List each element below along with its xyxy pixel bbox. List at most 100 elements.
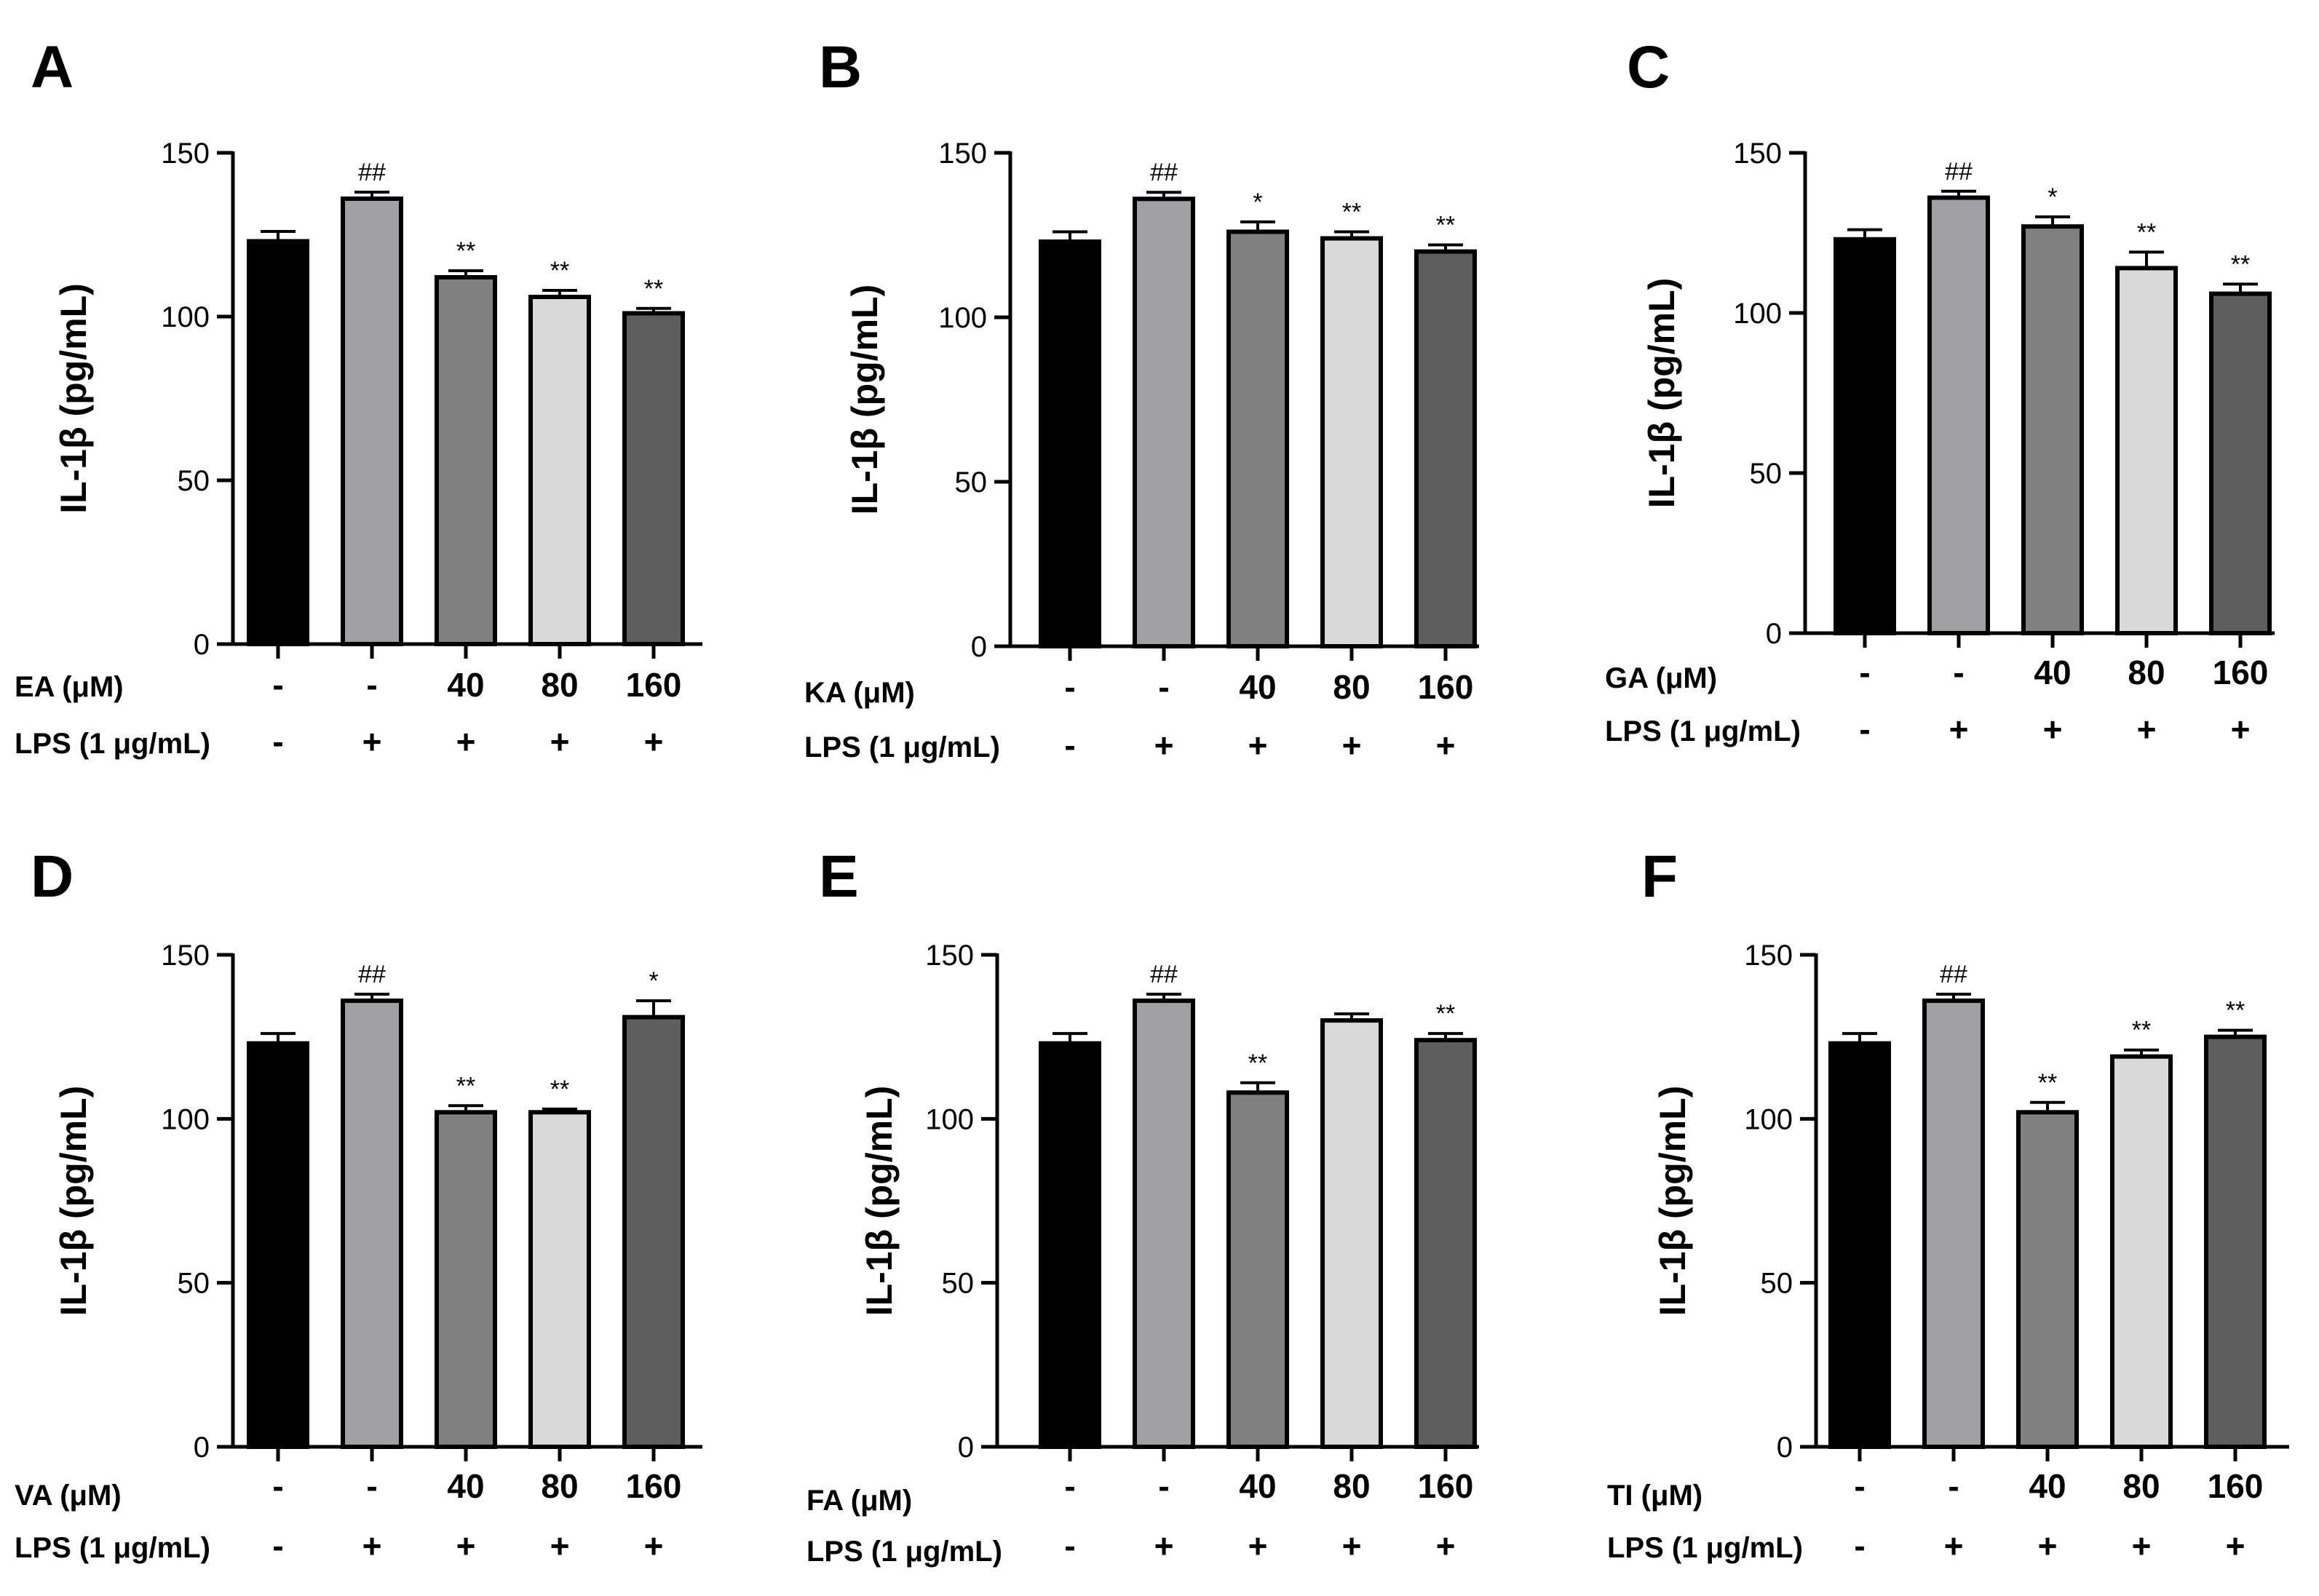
lps-value: - <box>272 723 283 761</box>
treatment-value: - <box>1158 668 1169 706</box>
treatment-value: 40 <box>1239 668 1276 706</box>
treatment-value: - <box>1158 1467 1169 1505</box>
bar <box>2209 291 2272 635</box>
bar <box>1133 999 1195 1450</box>
lps-value: - <box>1854 1527 1865 1565</box>
y-tick-label: 0 <box>971 631 987 663</box>
panel-letter: D <box>31 843 74 910</box>
treatment-value: - <box>1854 1467 1865 1505</box>
bar <box>528 1110 591 1449</box>
significance-marker: ** <box>550 257 569 285</box>
significance-marker: ## <box>1150 159 1178 186</box>
significance-marker: ## <box>1945 158 1973 186</box>
lps-value: + <box>1154 1527 1174 1565</box>
y-tick-label: 50 <box>955 467 988 499</box>
treatment-value: - <box>1948 1467 1959 1505</box>
bar <box>1414 249 1477 649</box>
lps-value: + <box>550 1527 570 1565</box>
y-tick-label: 150 <box>1744 940 1793 972</box>
y-axis-label: IL-1β (pg/mL) <box>844 285 885 515</box>
treatment-value: 160 <box>626 1467 682 1505</box>
bar <box>2204 1034 2267 1449</box>
panel-letter: E <box>819 843 859 910</box>
lps-value: - <box>272 1527 283 1565</box>
bar <box>2115 266 2178 635</box>
y-tick-label: 0 <box>194 629 210 661</box>
panel-d: D IL-1β (pg/mL) 0 50 100 150 - - ## - + ** 40 + ** 80 + *… <box>15 843 702 1565</box>
y-tick-label: 100 <box>161 301 210 333</box>
y-tick-label: 0 <box>958 1432 974 1464</box>
treatment-value: 160 <box>626 666 682 704</box>
y-tick-label: 150 <box>1733 138 1782 170</box>
bar <box>247 239 309 646</box>
y-tick-label: 100 <box>938 302 987 334</box>
lps-value: + <box>1248 1527 1268 1565</box>
y-axis-label: IL-1β (pg/mL) <box>1641 278 1682 509</box>
treatment-value: - <box>1064 668 1075 706</box>
treatment-value: - <box>1953 654 1964 691</box>
lps-value: + <box>1944 1527 1964 1565</box>
significance-marker: ** <box>1248 1049 1267 1077</box>
significance-marker: ** <box>456 237 475 265</box>
bar <box>1039 1041 1101 1450</box>
lps-value: + <box>2226 1527 2245 1565</box>
significance-marker: * <box>649 967 658 995</box>
treatment-value: - <box>1859 654 1870 691</box>
treatment-row-label: KA (μM) <box>804 677 915 709</box>
bar <box>1828 1041 1891 1450</box>
lps-value: + <box>1949 710 1969 748</box>
significance-marker: ** <box>2132 1017 2151 1044</box>
significance-marker: ** <box>2038 1069 2057 1097</box>
significance-marker: ## <box>1150 961 1178 988</box>
bar <box>1133 196 1195 648</box>
bar <box>341 999 403 1450</box>
treatment-value: 80 <box>541 1467 578 1505</box>
lps-value: + <box>1436 726 1456 764</box>
panel-c: C IL-1β (pg/mL) 0 50 100 150 - - ## - + * 40 + ** 80 + **… <box>1605 34 2275 748</box>
treatment-value: 80 <box>2122 1467 2160 1505</box>
bar <box>1414 1038 1477 1449</box>
lps-row-label: LPS (1 μg/mL) <box>15 728 210 760</box>
significance-marker: * <box>2048 183 2057 211</box>
y-axis-label: IL-1β (pg/mL) <box>53 283 94 514</box>
treatment-value: 160 <box>2213 654 2269 691</box>
bar <box>622 311 685 646</box>
y-tick-label: 100 <box>1733 298 1782 330</box>
bar <box>1039 239 1101 649</box>
lps-value: + <box>456 1527 476 1565</box>
treatment-value: 80 <box>1333 1467 1370 1505</box>
lps-value: + <box>1154 726 1174 764</box>
panel-letter: B <box>819 34 862 100</box>
bar <box>435 275 497 646</box>
y-tick-label: 50 <box>178 465 210 497</box>
bar <box>341 196 403 646</box>
y-tick-label: 150 <box>161 940 210 972</box>
y-tick-label: 150 <box>938 138 987 170</box>
y-tick-label: 0 <box>1777 1432 1793 1464</box>
lps-value: + <box>2132 1527 2152 1565</box>
lps-value: + <box>550 723 570 761</box>
lps-value: - <box>1859 710 1870 748</box>
significance-marker: ** <box>644 275 663 303</box>
y-tick-label: 100 <box>161 1103 210 1135</box>
bar <box>1226 1090 1289 1450</box>
treatment-value: 80 <box>1333 668 1370 706</box>
treatment-value: 40 <box>2034 654 2071 691</box>
y-tick-label: 50 <box>1750 458 1783 490</box>
lps-value: + <box>644 1527 664 1565</box>
bar <box>2016 1110 2079 1449</box>
significance-marker: * <box>1253 188 1262 216</box>
y-tick-label: 100 <box>925 1103 974 1135</box>
treatment-value: 80 <box>2128 654 2165 691</box>
lps-value: + <box>1248 726 1268 764</box>
lps-value: + <box>2043 710 2063 748</box>
significance-marker: ## <box>358 159 386 186</box>
bar <box>1927 195 1990 636</box>
treatment-row-label: FA (μM) <box>806 1485 912 1517</box>
bar <box>1320 1018 1383 1449</box>
treatment-row-label: EA (μM) <box>15 671 124 703</box>
lps-value: + <box>1436 1527 1456 1565</box>
significance-marker: ## <box>358 961 386 988</box>
treatment-value: 40 <box>1239 1467 1276 1505</box>
lps-row-label: LPS (1 μg/mL) <box>15 1532 210 1564</box>
